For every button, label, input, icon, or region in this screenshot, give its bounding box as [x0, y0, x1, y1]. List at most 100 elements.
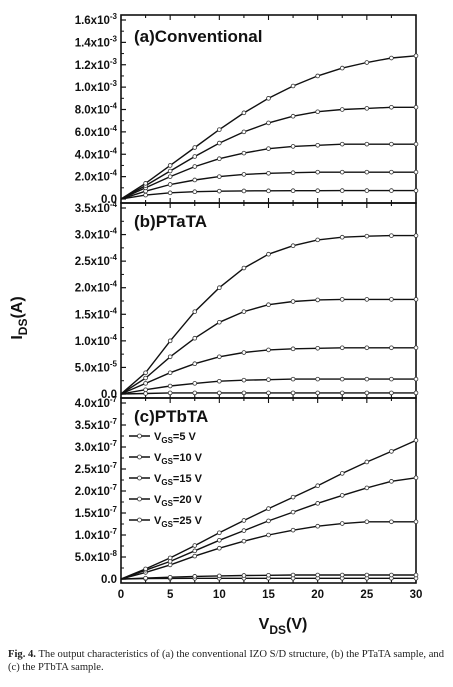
data-point [266, 251, 271, 257]
data-point [315, 572, 320, 578]
data-point [241, 518, 247, 523]
data-point [364, 233, 370, 239]
data-point [217, 378, 222, 384]
y-tick-label: 1.2x10-3 [75, 57, 118, 72]
data-point [192, 154, 198, 159]
data-point [413, 390, 419, 396]
y-tick-label: 1.6x10-3 [75, 12, 118, 27]
data-point [413, 188, 419, 193]
x-tick-label: 5 [167, 589, 174, 601]
data-point [315, 523, 320, 529]
chart-panel-3: 0.0 5.0x10-8 1.0x10-7 1.5x10-7 2.0x10-7 2.5x1… [75, 395, 419, 586]
panel-title: (a)Conventional [134, 27, 262, 46]
legend-label: VGS=5 V [154, 431, 197, 445]
data-point [167, 174, 173, 179]
x-axis-title: VDS(V) [259, 616, 308, 637]
series-2 [120, 376, 419, 395]
data-point [364, 297, 370, 302]
data-point [315, 169, 320, 175]
y-tick-label: 1.0x10-7 [75, 527, 118, 542]
caption-text: The output characteristics of (a) the co… [8, 649, 444, 673]
data-point [339, 234, 345, 240]
data-point [339, 141, 345, 147]
data-point [339, 572, 345, 578]
chart-panel-2: 0.0 5.0x10-5 1.0x10-4 1.5x10-4 2.0x10-4 2.5x1… [75, 200, 419, 401]
data-point [192, 574, 198, 579]
data-point [389, 188, 394, 193]
legend-label: VGS=25 V [154, 515, 203, 529]
data-point [364, 106, 370, 111]
y-tick-label: 0.0 [101, 574, 117, 586]
data-point [389, 233, 394, 238]
data-point [290, 170, 296, 176]
figure-caption: Fig. 4. The output characteristics of (a… [8, 648, 448, 674]
series-2 [120, 572, 419, 581]
data-point [143, 375, 148, 381]
data-point [315, 297, 320, 303]
data-point [217, 285, 222, 291]
legend-marker [137, 517, 142, 523]
data-point [192, 335, 198, 341]
y-tick-label: 8.0x10-4 [75, 102, 118, 117]
legend-marker [137, 454, 142, 460]
series-4 [120, 297, 419, 395]
data-point [364, 169, 370, 175]
y-tick-label: 2.0x10-4 [75, 280, 118, 295]
data-point [167, 182, 173, 187]
series-5 [120, 53, 419, 200]
data-point [339, 107, 345, 112]
y-tick-label: 3.5x10-7 [75, 417, 118, 432]
data-point [290, 572, 296, 578]
data-point [167, 574, 173, 580]
data-point [413, 475, 419, 481]
data-point [217, 545, 222, 551]
data-point [413, 53, 419, 59]
data-point [241, 188, 247, 194]
data-point [241, 150, 247, 156]
data-point [339, 390, 345, 396]
y-tick-label: 2.5x10-7 [75, 461, 118, 476]
data-point [217, 530, 222, 536]
x-tick-label: 30 [410, 589, 423, 601]
data-point [389, 390, 394, 396]
data-point [167, 190, 173, 196]
data-point [315, 109, 320, 115]
data-point [389, 55, 394, 61]
data-point [413, 438, 419, 443]
data-point [364, 345, 370, 351]
series-3 [120, 519, 419, 580]
data-point [241, 129, 247, 135]
data-point [339, 65, 345, 71]
data-point [315, 188, 320, 194]
data-point [167, 354, 173, 360]
data-point [364, 519, 370, 525]
data-point [339, 471, 345, 476]
legend-label: VGS=15 V [154, 473, 203, 487]
data-point [389, 376, 394, 382]
data-point [192, 390, 198, 396]
data-point [389, 169, 394, 175]
data-point [364, 572, 370, 578]
x-tick-label: 20 [311, 589, 324, 601]
series-4 [120, 104, 419, 200]
data-point [192, 381, 198, 386]
data-point [290, 494, 296, 500]
data-point [167, 383, 173, 389]
data-point [192, 543, 198, 548]
data-point [167, 163, 173, 168]
data-point [389, 449, 394, 454]
x-tick-label: 10 [213, 589, 226, 601]
data-point [266, 302, 271, 308]
data-point [315, 483, 320, 489]
y-tick-label: 2.0x10-4 [75, 169, 118, 184]
data-point [192, 189, 198, 195]
data-point [389, 479, 394, 484]
data-point [364, 188, 370, 193]
data-point [143, 370, 148, 376]
data-point [339, 169, 345, 175]
plot-frame [120, 202, 417, 399]
data-point [266, 377, 271, 382]
data-point [241, 573, 247, 578]
data-point [217, 174, 222, 179]
data-point [192, 177, 198, 183]
